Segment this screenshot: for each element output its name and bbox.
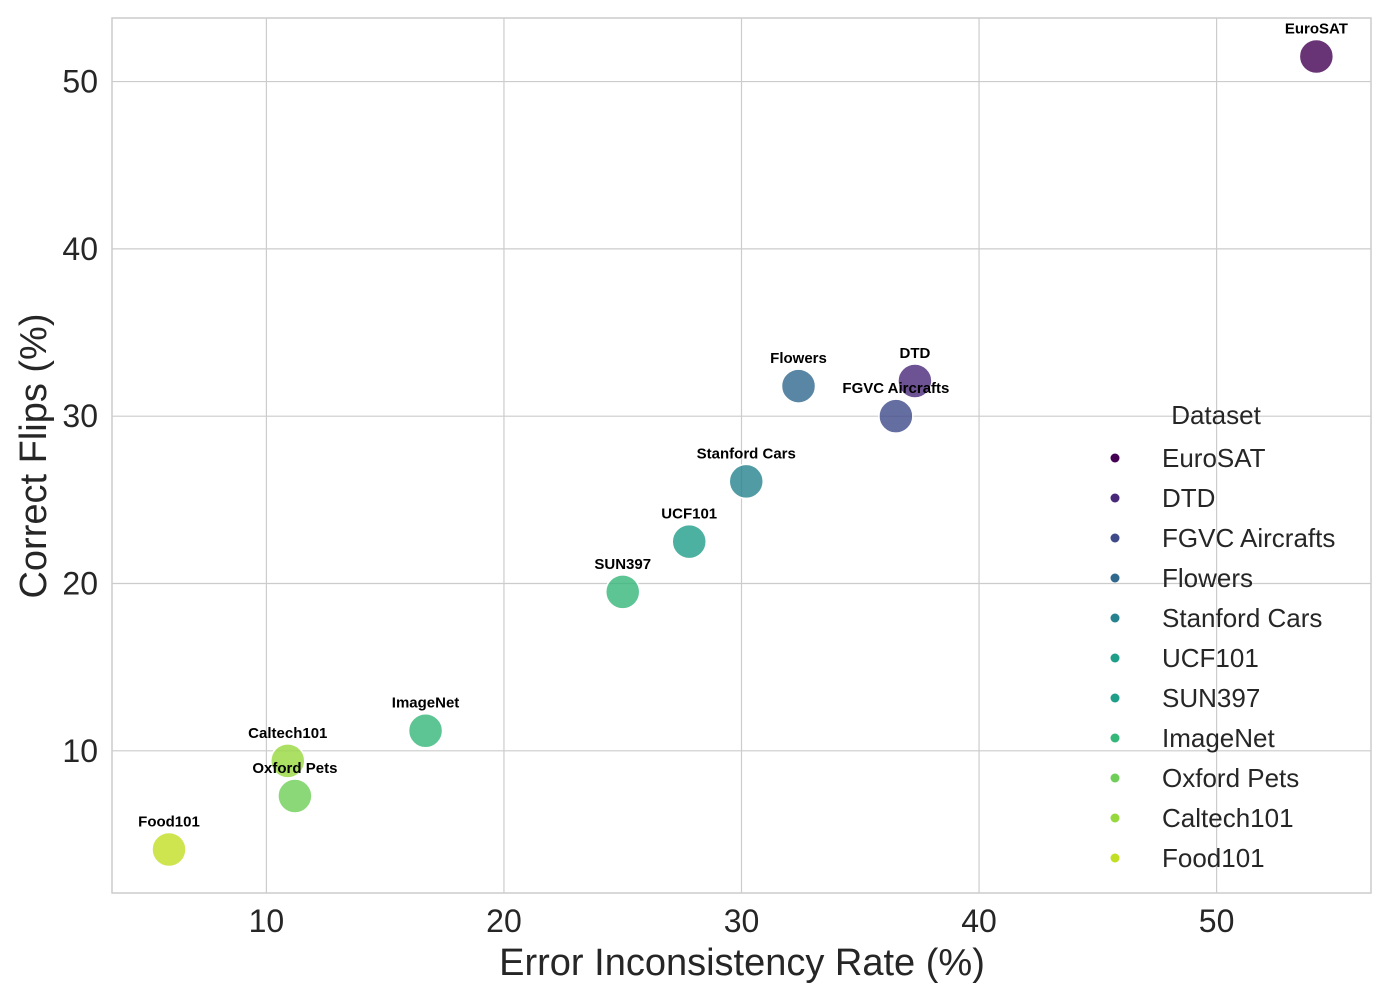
legend-marker — [1110, 533, 1120, 543]
data-point — [671, 523, 707, 560]
legend-entry: Stanford Cars — [1162, 603, 1322, 633]
legend-entry: Food101 — [1162, 843, 1265, 873]
point-label: DTD — [899, 345, 930, 362]
legend-marker — [1110, 493, 1120, 503]
point-label: Flowers — [770, 350, 827, 367]
x-tick-label: 10 — [249, 903, 285, 939]
data-point — [277, 778, 313, 814]
legend-entry: Oxford Pets — [1162, 763, 1299, 793]
data-point — [780, 368, 817, 404]
data-points — [151, 38, 1335, 868]
point-label: Oxford Pets — [252, 760, 337, 777]
legend-entry: DTD — [1162, 483, 1215, 513]
point-label: Caltech101 — [248, 725, 327, 742]
x-tick-label: 40 — [961, 903, 997, 939]
legend-marker — [1110, 853, 1120, 863]
point-label: UCF101 — [661, 506, 717, 523]
x-tick-label: 20 — [486, 903, 522, 939]
legend-entry: UCF101 — [1162, 643, 1259, 673]
data-point — [878, 398, 914, 434]
legend-marker — [1110, 653, 1120, 663]
legend: Dataset EuroSAT DTD FGVC Aircrafts Flowers S… — [1110, 400, 1335, 873]
data-point — [270, 743, 306, 779]
x-tick-label: 30 — [724, 903, 760, 939]
data-point — [728, 463, 765, 500]
legend-marker — [1110, 733, 1120, 743]
point-label: Food101 — [138, 814, 200, 831]
legend-marker — [1110, 453, 1120, 463]
y-axis-label: Correct Flips (%) — [13, 313, 55, 598]
y-tick-label: 50 — [62, 64, 98, 100]
point-label: Stanford Cars — [697, 445, 796, 462]
y-tick-label: 20 — [62, 565, 98, 601]
y-tick-label: 10 — [62, 733, 98, 769]
legend-marker — [1110, 573, 1120, 583]
legend-marker — [1110, 773, 1120, 783]
point-labels: EuroSAT DTD FGVC Aircrafts Flowers Stanford … — [138, 20, 1348, 830]
grid — [112, 18, 1371, 893]
legend-entry: FGVC Aircrafts — [1162, 523, 1335, 553]
data-point — [1298, 38, 1335, 75]
y-tick-labels: 10 20 30 40 50 — [62, 64, 98, 769]
data-point — [604, 574, 641, 610]
point-label: ImageNet — [392, 695, 460, 712]
legend-marker — [1110, 813, 1120, 823]
data-point — [407, 712, 444, 749]
legend-marker — [1110, 693, 1120, 703]
y-tick-label: 40 — [62, 231, 98, 267]
y-tick-label: 30 — [62, 398, 98, 434]
x-axis-label: Error Inconsistency Rate (%) — [499, 942, 985, 984]
legend-entry: Flowers — [1162, 563, 1253, 593]
point-label: FGVC Aircrafts — [842, 380, 949, 397]
legend-entry: Caltech101 — [1162, 803, 1294, 833]
x-tick-labels: 10 20 30 40 50 — [249, 903, 1235, 939]
legend-marker — [1110, 613, 1120, 623]
legend-entry: SUN397 — [1162, 683, 1260, 713]
point-label: EuroSAT — [1285, 20, 1348, 37]
legend-entry: ImageNet — [1162, 723, 1275, 753]
point-label: SUN397 — [594, 556, 651, 573]
data-point — [151, 831, 187, 868]
data-point — [897, 363, 933, 399]
plot-frame — [111, 17, 1372, 894]
legend-entry: EuroSAT — [1162, 443, 1266, 473]
x-tick-label: 50 — [1199, 903, 1235, 939]
legend-title: Dataset — [1171, 400, 1261, 430]
